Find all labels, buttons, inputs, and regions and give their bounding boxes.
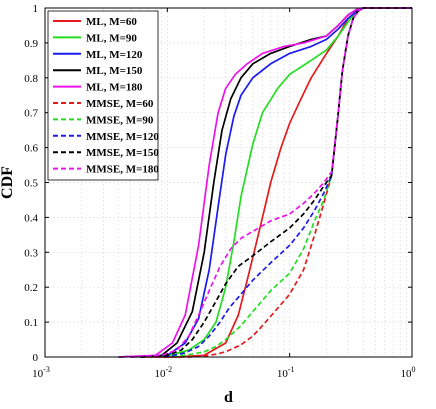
legend-label: ML, M=180 (86, 82, 143, 94)
legend-box (47, 10, 159, 181)
y-tick-label: 1 (33, 3, 39, 15)
x-tick-label: 10-1 (277, 365, 295, 380)
x-tick-label: 10-2 (154, 365, 172, 380)
y-tick-label: 0.5 (24, 178, 38, 190)
legend-label: ML, M=150 (86, 65, 143, 77)
series-line-9 (140, 7, 412, 358)
y-tick-label: 0 (33, 352, 39, 364)
series-line-2 (130, 7, 412, 358)
series-layer (118, 7, 412, 358)
y-tick-label: 0.8 (24, 73, 38, 85)
y-axis-label: CDF (0, 166, 16, 199)
legend-label: MMSE, M=150 (86, 147, 159, 159)
y-tick-label: 0.6 (24, 143, 38, 155)
legend-label: ML, M=90 (86, 32, 137, 44)
y-tick-label: 0.1 (24, 317, 38, 329)
legend-label: MMSE, M=90 (86, 114, 154, 126)
legend-label: ML, M=120 (86, 49, 143, 61)
series-line-10 (130, 7, 412, 358)
x-tick-label: 100 (401, 365, 416, 380)
y-tick-label: 0.4 (24, 212, 38, 224)
series-line-6 (155, 7, 412, 358)
series-line-3 (130, 7, 412, 358)
series-line-5 (118, 7, 412, 358)
legend: ML, M=60 ML, M=90 ML, M=120 ML, M=150 ML, M=… (47, 10, 159, 181)
x-tick-labels: 10-3 10-2 10-1 100 (32, 365, 415, 380)
legend-label: MMSE, M=180 (86, 164, 159, 176)
x-tick-label: 10-3 (32, 365, 50, 380)
y-tick-label: 0.2 (24, 282, 38, 294)
y-tick-labels: 0 0.1 0.2 0.3 0.4 0.5 0.6 0.7 0.8 0.9 1 (24, 3, 38, 364)
legend-label: ML, M=60 (86, 16, 137, 28)
y-tick-label: 0.3 (24, 247, 38, 259)
legend-label: MMSE, M=120 (86, 131, 159, 143)
y-tick-label: 0.7 (24, 108, 38, 120)
legend-label: MMSE, M=60 (86, 98, 154, 110)
y-tick-label: 0.9 (24, 38, 38, 50)
x-axis-label: d (224, 389, 233, 406)
